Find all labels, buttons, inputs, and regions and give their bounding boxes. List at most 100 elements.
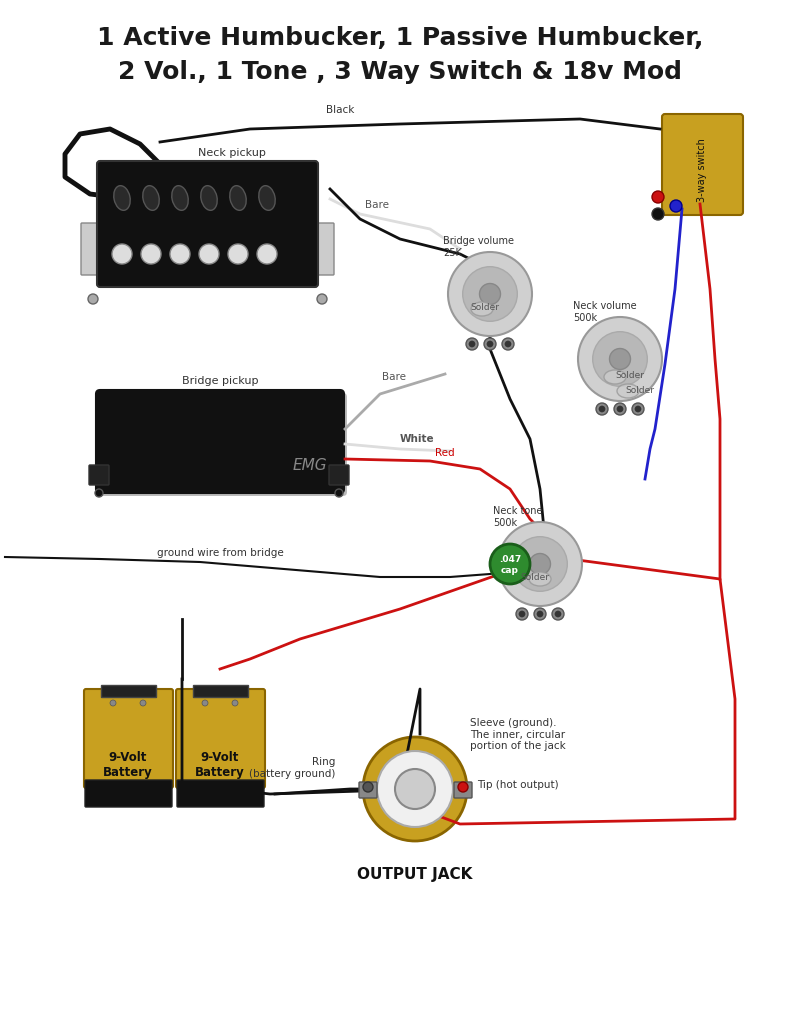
Circle shape	[555, 612, 561, 618]
Ellipse shape	[172, 186, 188, 211]
Circle shape	[448, 253, 532, 337]
FancyBboxPatch shape	[85, 780, 172, 807]
Text: Solder: Solder	[470, 302, 499, 311]
Circle shape	[469, 342, 475, 348]
Circle shape	[498, 523, 582, 607]
Ellipse shape	[114, 186, 130, 211]
Ellipse shape	[604, 371, 626, 384]
Circle shape	[317, 295, 327, 304]
Text: 1 Active Humbucker, 1 Passive Humbucker,: 1 Active Humbucker, 1 Passive Humbucker,	[97, 26, 703, 50]
Circle shape	[552, 609, 564, 621]
Circle shape	[593, 333, 647, 387]
Text: ground wire from bridge: ground wire from bridge	[157, 548, 283, 557]
Ellipse shape	[142, 186, 159, 211]
FancyBboxPatch shape	[96, 390, 344, 493]
Text: Bare: Bare	[365, 200, 389, 210]
Text: Tip (hot output): Tip (hot output)	[477, 779, 558, 790]
Circle shape	[599, 406, 605, 412]
Circle shape	[466, 339, 478, 351]
Text: Bridge volume
25K: Bridge volume 25K	[443, 237, 514, 258]
Text: Ring
(battery ground): Ring (battery ground)	[249, 756, 335, 778]
Circle shape	[610, 349, 630, 370]
Text: Sleeve (ground).
The inner, circular
portion of the jack: Sleeve (ground). The inner, circular por…	[470, 717, 566, 750]
Text: Solder: Solder	[521, 572, 550, 581]
Text: 9-Volt
Battery: 9-Volt Battery	[195, 750, 245, 778]
Circle shape	[490, 545, 530, 584]
Text: Bridge pickup: Bridge pickup	[182, 376, 258, 385]
FancyBboxPatch shape	[84, 690, 173, 789]
FancyBboxPatch shape	[81, 223, 105, 276]
Circle shape	[462, 268, 518, 321]
Circle shape	[88, 295, 98, 304]
FancyBboxPatch shape	[193, 685, 248, 698]
Text: .047
cap: .047 cap	[499, 555, 521, 574]
Text: Neck pickup: Neck pickup	[198, 148, 266, 158]
Circle shape	[516, 609, 528, 621]
Circle shape	[632, 403, 644, 416]
Circle shape	[484, 339, 496, 351]
FancyBboxPatch shape	[176, 690, 265, 789]
FancyBboxPatch shape	[329, 465, 349, 485]
Text: 3-way switch: 3-way switch	[697, 137, 707, 202]
Circle shape	[534, 609, 546, 621]
Circle shape	[530, 554, 550, 575]
Text: Solder: Solder	[615, 370, 644, 379]
Circle shape	[652, 209, 664, 220]
Circle shape	[596, 403, 608, 416]
Circle shape	[363, 783, 373, 793]
Circle shape	[257, 245, 277, 265]
Circle shape	[513, 537, 567, 591]
FancyBboxPatch shape	[101, 685, 156, 698]
Circle shape	[395, 769, 435, 809]
Ellipse shape	[201, 186, 218, 211]
Text: Neck tone
500k: Neck tone 500k	[493, 506, 542, 528]
Circle shape	[519, 612, 525, 618]
Circle shape	[199, 245, 219, 265]
Text: EMG: EMG	[293, 457, 327, 472]
Circle shape	[652, 192, 664, 204]
Text: Bare: Bare	[382, 372, 406, 381]
Circle shape	[228, 245, 248, 265]
Circle shape	[335, 489, 343, 497]
Circle shape	[635, 406, 641, 412]
FancyBboxPatch shape	[97, 162, 318, 288]
Text: Black: Black	[326, 105, 354, 115]
Ellipse shape	[617, 384, 639, 398]
Ellipse shape	[471, 302, 493, 316]
FancyBboxPatch shape	[99, 393, 347, 496]
Ellipse shape	[230, 186, 246, 211]
Text: Red: Red	[435, 448, 454, 458]
Circle shape	[232, 701, 238, 707]
Text: OUTPUT JACK: OUTPUT JACK	[358, 866, 473, 882]
Circle shape	[363, 737, 467, 841]
Circle shape	[670, 201, 682, 212]
Text: 9-Volt
Battery: 9-Volt Battery	[103, 750, 153, 778]
Circle shape	[614, 403, 626, 416]
Circle shape	[95, 489, 103, 497]
Text: Neck volume
500k: Neck volume 500k	[573, 301, 637, 323]
FancyBboxPatch shape	[97, 162, 318, 288]
Circle shape	[487, 342, 493, 348]
FancyBboxPatch shape	[454, 783, 472, 799]
Circle shape	[537, 612, 543, 618]
Circle shape	[377, 751, 453, 827]
FancyBboxPatch shape	[662, 115, 743, 215]
FancyBboxPatch shape	[177, 780, 264, 807]
Circle shape	[170, 245, 190, 265]
Circle shape	[110, 701, 116, 707]
Ellipse shape	[529, 572, 551, 586]
Circle shape	[617, 406, 623, 412]
Circle shape	[479, 284, 501, 305]
Circle shape	[505, 342, 511, 348]
Circle shape	[578, 317, 662, 401]
Text: Solder: Solder	[625, 385, 654, 394]
Text: 2 Vol., 1 Tone , 3 Way Switch & 18v Mod: 2 Vol., 1 Tone , 3 Way Switch & 18v Mod	[118, 60, 682, 84]
Circle shape	[502, 339, 514, 351]
FancyBboxPatch shape	[310, 223, 334, 276]
Circle shape	[202, 701, 208, 707]
Text: White: White	[400, 434, 434, 444]
Ellipse shape	[258, 186, 275, 211]
Circle shape	[458, 783, 468, 793]
Circle shape	[140, 701, 146, 707]
FancyBboxPatch shape	[359, 783, 377, 799]
